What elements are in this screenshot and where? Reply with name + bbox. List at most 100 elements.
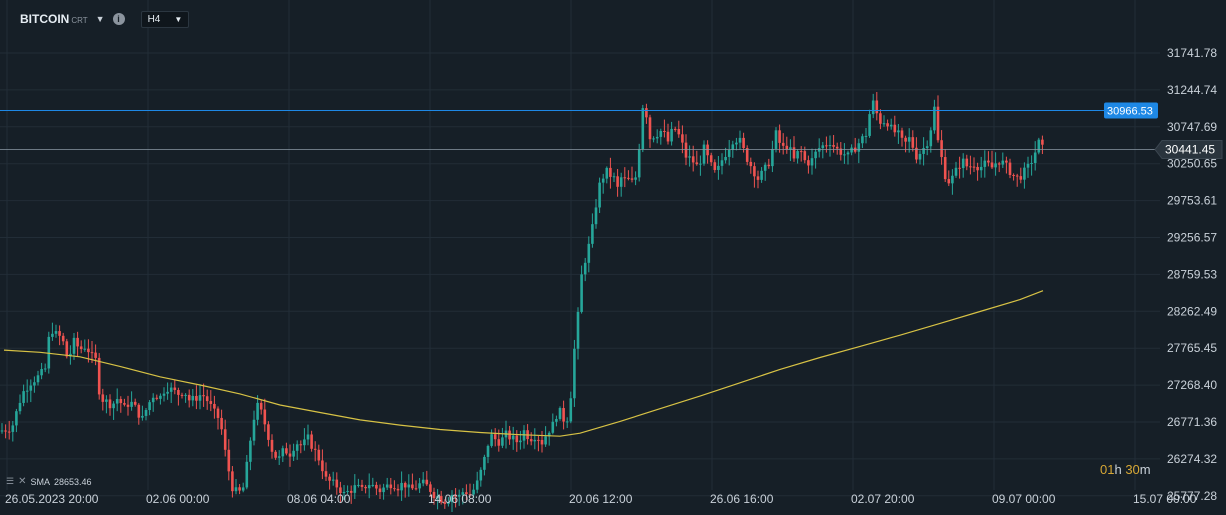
candle-body xyxy=(785,145,789,150)
candle-body xyxy=(61,335,65,342)
candle-body xyxy=(879,113,882,124)
candle-body xyxy=(738,137,742,143)
candle-body xyxy=(771,148,774,167)
candle-body xyxy=(36,375,40,383)
y-tick-label: 30250.65 xyxy=(1167,157,1217,171)
candle-body xyxy=(346,490,349,492)
candle-body xyxy=(655,136,659,139)
candle-body xyxy=(151,397,155,403)
candle-body xyxy=(699,163,702,165)
chevron-down-icon[interactable]: ▼ xyxy=(95,14,105,24)
candle-body xyxy=(281,448,285,457)
candle-body xyxy=(969,166,972,168)
symbol-suffix: CRT xyxy=(71,16,88,25)
candle-body xyxy=(371,484,375,486)
timeframe-select[interactable]: H4 ▼ xyxy=(140,10,190,28)
level-label-bg xyxy=(1104,102,1158,119)
candle-body xyxy=(749,161,753,167)
settings-icon[interactable]: ☰ xyxy=(6,476,15,486)
candlestick-series xyxy=(0,91,1044,512)
candle-body xyxy=(605,167,609,179)
candle-body xyxy=(321,460,324,472)
candle-body xyxy=(126,404,130,407)
candle-body xyxy=(598,182,601,208)
candle-body xyxy=(796,151,799,159)
candle-body xyxy=(133,401,137,405)
chart-grid xyxy=(0,0,1160,497)
candle-body xyxy=(252,419,256,441)
candle-body xyxy=(425,479,429,485)
candle-body xyxy=(475,480,479,490)
price-axis: 31741.78 31244.74 30747.69 30250.65 29753.61… xyxy=(1167,46,1217,503)
y-tick-label: 30747.69 xyxy=(1167,120,1217,134)
candle-body xyxy=(0,430,4,432)
candle-body xyxy=(994,163,997,168)
candle-body xyxy=(601,178,605,183)
candle-body xyxy=(835,146,839,149)
candle-body xyxy=(83,348,87,350)
candle-body xyxy=(429,484,432,492)
candle-body xyxy=(573,348,576,399)
candle-countdown: 01h 30m xyxy=(1100,462,1151,477)
candle-body xyxy=(922,148,925,154)
candle-body xyxy=(562,408,565,422)
candle-body xyxy=(825,145,828,147)
candle-body xyxy=(889,124,893,127)
candle-body xyxy=(637,149,641,178)
candle-body xyxy=(105,399,108,402)
candle-body xyxy=(76,337,79,347)
candle-body xyxy=(306,434,310,440)
candle-body xyxy=(144,410,148,416)
x-tick-label: 02.07 20:00 xyxy=(851,492,915,506)
candle-body xyxy=(382,487,385,493)
candle-body xyxy=(407,484,411,488)
candle-body xyxy=(22,391,25,403)
candle-body xyxy=(213,403,216,409)
candle-body xyxy=(461,492,465,495)
candle-body xyxy=(688,156,691,158)
candle-body xyxy=(1030,162,1033,164)
candle-body xyxy=(1026,163,1030,168)
candle-body xyxy=(155,397,159,399)
candle-body xyxy=(353,485,357,493)
info-icon[interactable]: i xyxy=(112,13,125,25)
y-tick-label: 28262.49 xyxy=(1167,304,1217,318)
candle-body xyxy=(1015,175,1019,177)
candle-body xyxy=(659,130,663,137)
candle-body xyxy=(580,274,583,312)
candle-body xyxy=(670,128,673,142)
candle-body xyxy=(958,167,961,169)
candle-body xyxy=(191,395,195,401)
y-tick-label: 31244.74 xyxy=(1167,83,1217,97)
candle-body xyxy=(263,409,267,425)
close-icon[interactable]: ✕ xyxy=(18,476,27,487)
candle-body xyxy=(249,440,252,462)
candle-body xyxy=(753,166,756,177)
candle-body xyxy=(882,123,886,125)
candle-body xyxy=(227,449,231,472)
candle-body xyxy=(418,483,421,489)
y-tick-label: 29753.61 xyxy=(1167,194,1217,208)
candle-body xyxy=(666,131,670,142)
candle-body xyxy=(295,444,299,451)
candle-body xyxy=(511,435,515,440)
sma-line xyxy=(3,290,1044,437)
candle-body xyxy=(763,164,767,171)
candle-body xyxy=(216,408,220,418)
y-tick-label: 26274.32 xyxy=(1167,452,1217,466)
candle-body xyxy=(947,179,951,184)
candle-body xyxy=(472,489,475,495)
candle-body xyxy=(735,142,738,145)
candle-body xyxy=(447,502,450,504)
candle-body xyxy=(141,415,144,418)
candle-body xyxy=(349,490,353,493)
candle-body xyxy=(641,108,645,150)
candle-body xyxy=(97,357,101,395)
candle-body xyxy=(29,385,33,391)
candle-body xyxy=(583,262,587,275)
timer-minutes: 30 xyxy=(1125,462,1140,477)
candle-body xyxy=(18,402,22,412)
symbol-selector[interactable]: BITCOIN CRT xyxy=(20,10,88,28)
candle-body xyxy=(936,106,940,141)
